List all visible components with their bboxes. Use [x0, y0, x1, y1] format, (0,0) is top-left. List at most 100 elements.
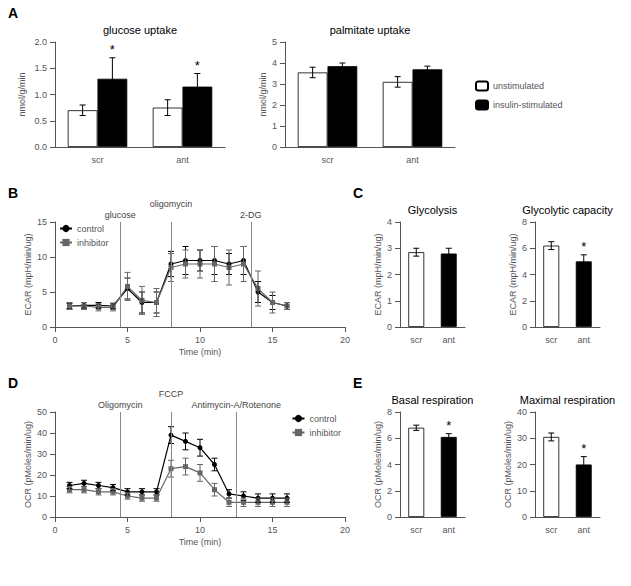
svg-text:1.5: 1.5	[34, 63, 47, 73]
svg-text:2-DG: 2-DG	[240, 210, 262, 220]
svg-text:E: E	[353, 375, 362, 391]
svg-text:6: 6	[387, 433, 392, 443]
svg-text:4: 4	[387, 460, 392, 470]
svg-text:0: 0	[387, 322, 392, 332]
svg-text:4: 4	[387, 217, 392, 227]
svg-text:8: 8	[387, 407, 392, 417]
svg-text:glucose uptake: glucose uptake	[103, 24, 177, 36]
svg-text:control: control	[309, 414, 336, 424]
svg-text:*: *	[195, 58, 200, 73]
svg-text:*: *	[581, 239, 586, 254]
svg-text:0: 0	[42, 512, 47, 522]
svg-text:nmol/g/min: nmol/g/min	[17, 72, 27, 116]
svg-text:1: 1	[387, 296, 392, 306]
svg-text:oligomycin: oligomycin	[150, 199, 193, 209]
svg-text:10: 10	[517, 486, 527, 496]
svg-text:40: 40	[37, 428, 47, 438]
svg-text:2: 2	[387, 270, 392, 280]
svg-text:10: 10	[195, 335, 205, 345]
svg-text:scr: scr	[322, 155, 334, 165]
svg-text:ant: ant	[442, 335, 455, 345]
svg-text:3: 3	[272, 79, 277, 89]
svg-text:1: 1	[272, 121, 277, 131]
svg-text:control: control	[77, 224, 104, 234]
svg-text:insulin-stimulated: insulin-stimulated	[493, 100, 563, 110]
svg-text:2: 2	[522, 296, 527, 306]
svg-text:OCR (pMoles/min/ug): OCR (pMoles/min/ug)	[373, 421, 383, 508]
svg-text:scr: scr	[92, 155, 104, 165]
svg-text:3: 3	[387, 243, 392, 253]
svg-text:2: 2	[272, 100, 277, 110]
svg-text:0: 0	[522, 322, 527, 332]
svg-text:palmitate uptake: palmitate uptake	[330, 24, 411, 36]
svg-text:2: 2	[387, 486, 392, 496]
svg-text:5: 5	[272, 37, 277, 47]
svg-text:10: 10	[37, 252, 47, 262]
svg-text:Maximal respiration: Maximal respiration	[520, 394, 615, 406]
svg-text:0: 0	[522, 512, 527, 522]
svg-text:0: 0	[387, 512, 392, 522]
svg-text:Time (min): Time (min)	[179, 537, 222, 547]
svg-text:50: 50	[37, 407, 47, 417]
svg-text:Basal respiration: Basal respiration	[392, 394, 474, 406]
svg-text:FCCP: FCCP	[159, 389, 184, 399]
svg-text:4: 4	[522, 270, 527, 280]
svg-text:ant: ant	[176, 155, 189, 165]
svg-text:15: 15	[267, 525, 277, 535]
svg-text:15: 15	[37, 217, 47, 227]
svg-text:*: *	[581, 441, 586, 456]
svg-text:ant: ant	[442, 525, 455, 535]
svg-text:0: 0	[52, 525, 57, 535]
svg-text:unstimulated: unstimulated	[493, 81, 544, 91]
svg-text:inhibitor: inhibitor	[77, 238, 109, 248]
svg-text:inhibitor: inhibitor	[309, 428, 341, 438]
svg-text:0: 0	[52, 335, 57, 345]
svg-text:ant: ant	[577, 525, 590, 535]
svg-text:40: 40	[517, 407, 527, 417]
svg-text:15: 15	[267, 335, 277, 345]
svg-text:A: A	[8, 5, 18, 21]
svg-text:C: C	[353, 185, 363, 201]
svg-text:20: 20	[340, 335, 350, 345]
svg-text:Time (min): Time (min)	[179, 347, 222, 357]
svg-text:nmol/g/min: nmol/g/min	[258, 72, 268, 116]
svg-text:5: 5	[125, 335, 130, 345]
svg-text:Antimycin-A/Rotenone: Antimycin-A/Rotenone	[191, 400, 281, 410]
svg-text:Glycolysis: Glycolysis	[408, 204, 458, 216]
svg-text:scr: scr	[410, 335, 422, 345]
svg-text:10: 10	[195, 525, 205, 535]
svg-text:ant: ant	[406, 155, 419, 165]
svg-text:0.0: 0.0	[34, 142, 47, 152]
svg-text:OCR (pMoles/min/ug): OCR (pMoles/min/ug)	[503, 421, 513, 508]
svg-text:5: 5	[125, 525, 130, 535]
svg-text:1.0: 1.0	[34, 90, 47, 100]
svg-text:0: 0	[42, 322, 47, 332]
svg-text:30: 30	[37, 449, 47, 459]
svg-text:B: B	[8, 185, 18, 201]
svg-text:0: 0	[272, 142, 277, 152]
svg-text:20: 20	[340, 525, 350, 535]
svg-text:Oligomycin: Oligomycin	[98, 400, 143, 410]
svg-text:5: 5	[42, 287, 47, 297]
svg-text:*: *	[110, 42, 115, 57]
svg-text:0.5: 0.5	[34, 116, 47, 126]
svg-text:ECAR (mpH/min/ug): ECAR (mpH/min/ug)	[23, 233, 33, 315]
svg-text:8: 8	[522, 217, 527, 227]
svg-text:Glycolytic capacity: Glycolytic capacity	[522, 204, 613, 216]
svg-text:20: 20	[37, 470, 47, 480]
svg-text:OCR (pMoles/min/ug): OCR (pMoles/min/ug)	[23, 421, 33, 508]
svg-text:30: 30	[517, 433, 527, 443]
svg-text:2.0: 2.0	[34, 37, 47, 47]
svg-text:ECAR (mpH/min/ug): ECAR (mpH/min/ug)	[508, 233, 518, 315]
svg-text:ECAR (mpH/min/ug): ECAR (mpH/min/ug)	[373, 233, 383, 315]
svg-text:D: D	[8, 375, 18, 391]
svg-text:6: 6	[522, 243, 527, 253]
svg-text:glucose: glucose	[105, 210, 136, 220]
svg-text:scr: scr	[410, 525, 422, 535]
svg-text:4: 4	[272, 58, 277, 68]
svg-text:*: *	[446, 418, 451, 433]
svg-text:20: 20	[517, 460, 527, 470]
svg-text:ant: ant	[577, 335, 590, 345]
svg-text:scr: scr	[545, 525, 557, 535]
svg-text:scr: scr	[545, 335, 557, 345]
